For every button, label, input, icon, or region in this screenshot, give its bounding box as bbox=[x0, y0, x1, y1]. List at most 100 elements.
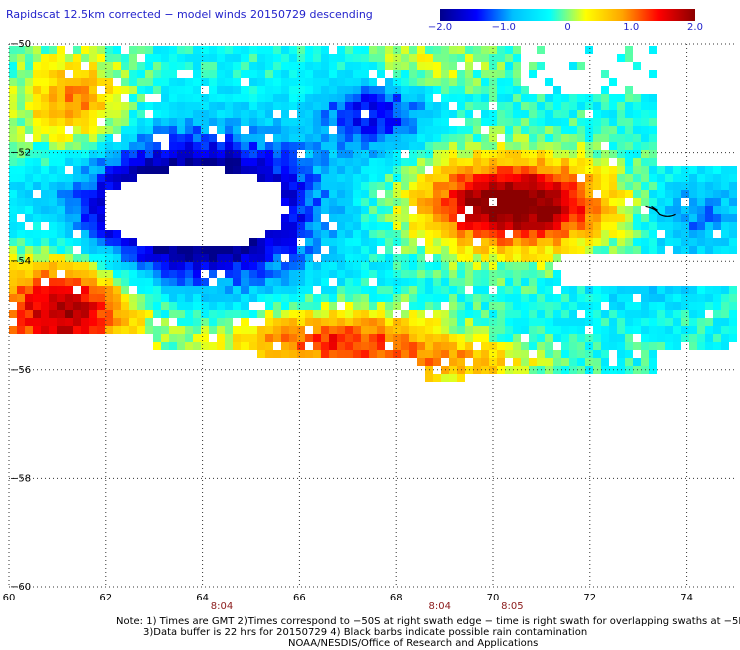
field-cell bbox=[17, 254, 25, 262]
field-cell bbox=[89, 94, 97, 102]
field-cell bbox=[353, 190, 361, 198]
field-cell bbox=[505, 286, 513, 294]
field-cell bbox=[601, 174, 609, 182]
field-cell bbox=[449, 342, 457, 350]
field-cell bbox=[273, 134, 281, 142]
field-cell bbox=[105, 238, 113, 246]
field-cell bbox=[481, 142, 489, 150]
field-cell bbox=[289, 270, 297, 278]
field-cell bbox=[577, 150, 585, 158]
field-cell bbox=[409, 198, 417, 206]
field-cell bbox=[433, 254, 441, 262]
field-cell bbox=[377, 62, 385, 70]
field-cell bbox=[521, 190, 529, 198]
field-cell bbox=[17, 126, 25, 134]
field-cell bbox=[161, 294, 169, 302]
field-cell bbox=[113, 270, 121, 278]
field-cell bbox=[249, 262, 257, 270]
field-cell bbox=[225, 126, 233, 134]
field-cell bbox=[497, 294, 505, 302]
field-cell bbox=[169, 46, 177, 54]
field-cell bbox=[585, 318, 593, 326]
field-cell bbox=[465, 126, 473, 134]
field-cell bbox=[585, 302, 593, 310]
field-cell bbox=[217, 286, 225, 294]
field-cell bbox=[297, 190, 305, 198]
field-cell bbox=[393, 182, 401, 190]
field-cell bbox=[257, 286, 265, 294]
field-cell bbox=[513, 70, 521, 78]
field-cell bbox=[369, 118, 377, 126]
field-cell bbox=[193, 110, 201, 118]
field-cell bbox=[577, 126, 585, 134]
field-cell bbox=[121, 150, 129, 158]
field-cell bbox=[673, 198, 681, 206]
field-cell bbox=[457, 166, 465, 174]
field-cell bbox=[481, 278, 489, 286]
field-cell bbox=[49, 262, 57, 270]
field-cell bbox=[409, 62, 417, 70]
field-cell bbox=[313, 326, 321, 334]
field-cell bbox=[705, 230, 713, 238]
field-cell bbox=[65, 54, 73, 62]
field-cell bbox=[233, 286, 241, 294]
field-cell bbox=[417, 262, 425, 270]
field-cell bbox=[17, 238, 25, 246]
field-cell bbox=[105, 278, 113, 286]
field-cell bbox=[209, 158, 217, 166]
field-cell bbox=[329, 134, 337, 142]
field-cell bbox=[321, 110, 329, 118]
field-cell bbox=[441, 278, 449, 286]
field-cell bbox=[265, 294, 273, 302]
field-cell bbox=[633, 62, 641, 70]
field-cell bbox=[321, 166, 329, 174]
field-cell bbox=[313, 334, 321, 342]
field-cell bbox=[457, 102, 465, 110]
field-cell bbox=[257, 254, 265, 262]
field-cell bbox=[137, 70, 145, 78]
field-cell bbox=[121, 326, 129, 334]
field-cell bbox=[129, 278, 137, 286]
field-cell bbox=[353, 78, 361, 86]
field-cell bbox=[657, 294, 665, 302]
field-cell bbox=[25, 126, 33, 134]
field-cell bbox=[137, 310, 145, 318]
field-cell bbox=[217, 46, 225, 54]
field-cell bbox=[313, 126, 321, 134]
field-cell bbox=[569, 230, 577, 238]
field-cell bbox=[441, 206, 449, 214]
field-cell bbox=[241, 334, 249, 342]
field-cell bbox=[185, 342, 193, 350]
field-cell bbox=[25, 174, 33, 182]
field-cell bbox=[49, 230, 57, 238]
field-cell bbox=[561, 326, 569, 334]
field-cell bbox=[545, 78, 553, 86]
field-cell bbox=[273, 166, 281, 174]
field-cell bbox=[665, 326, 673, 334]
field-cell bbox=[41, 254, 49, 262]
field-cell bbox=[305, 166, 313, 174]
field-cell bbox=[529, 182, 537, 190]
field-cell bbox=[481, 270, 489, 278]
field-cell bbox=[657, 206, 665, 214]
field-cell bbox=[369, 166, 377, 174]
field-cell bbox=[345, 310, 353, 318]
field-cell bbox=[17, 94, 25, 102]
field-cell bbox=[209, 246, 217, 254]
field-cell bbox=[521, 150, 529, 158]
field-cell bbox=[297, 214, 305, 222]
field-cell bbox=[497, 318, 505, 326]
field-cell bbox=[305, 294, 313, 302]
field-cell bbox=[513, 326, 521, 334]
field-cell bbox=[489, 62, 497, 70]
field-cell bbox=[345, 342, 353, 350]
field-cell bbox=[97, 230, 105, 238]
field-cell bbox=[129, 174, 137, 182]
field-cell bbox=[305, 246, 313, 254]
field-cell bbox=[17, 198, 25, 206]
field-cell bbox=[297, 310, 305, 318]
field-cell bbox=[201, 102, 209, 110]
field-cell bbox=[393, 86, 401, 94]
field-cell bbox=[353, 278, 361, 286]
field-cell bbox=[321, 270, 329, 278]
